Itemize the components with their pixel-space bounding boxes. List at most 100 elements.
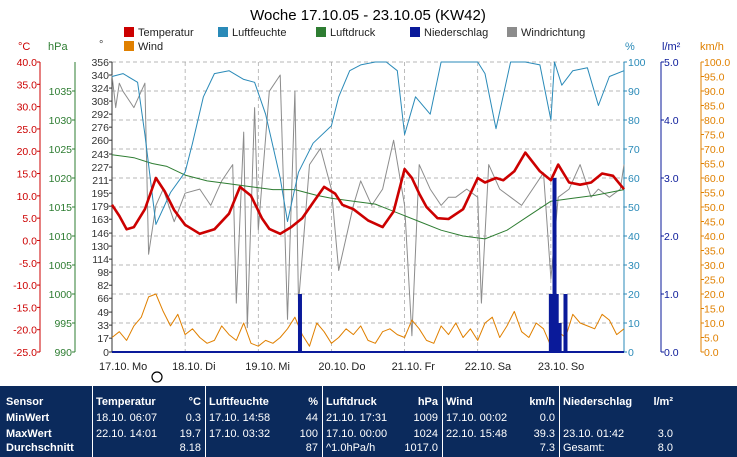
- rain-bar: [552, 178, 557, 352]
- x-tick-date: 20.10.: [318, 361, 349, 373]
- axis-tick-label-humidity: 30: [628, 260, 640, 272]
- axis-tick-label-pressure: 995: [54, 318, 72, 330]
- axis-tick-label-direction: 260: [91, 135, 109, 147]
- axis-tick-label-temp: 20.0: [17, 146, 38, 158]
- axis-tick-label-humidity: 40: [628, 231, 640, 243]
- axis-tick-label-wind: 10.0: [704, 318, 725, 330]
- stats-col-niederschlag: Niederschlag l/m² 23.10. 01:42 3.0 Gesamt:…: [559, 386, 677, 457]
- axis-tick-label-direction: 33: [97, 320, 109, 332]
- rain-bar: [563, 294, 568, 352]
- axis-tick-label-temp: 5.0: [22, 213, 37, 225]
- temperatur-unit: °C: [188, 396, 201, 408]
- axis-tick-label-direction: 17: [97, 333, 109, 345]
- luftdruck-min-date: 21.10. 17:31: [326, 412, 388, 424]
- unit-label-direction: °: [99, 39, 103, 51]
- axis-tick-label-direction: 179: [91, 201, 109, 213]
- axis-tick-label-humidity: 20: [628, 289, 640, 301]
- wind-unit: km/h: [529, 396, 555, 408]
- axis-tick-label-direction: 98: [97, 267, 109, 279]
- axis-tick-label-humidity: 50: [628, 202, 640, 214]
- x-tick-date: 21.10.: [392, 361, 423, 373]
- axis-tick-label-rain: 5.0: [664, 57, 679, 69]
- axis-tick-label-pressure: 1005: [49, 260, 73, 272]
- axis-tick-label-pressure: 1030: [49, 115, 73, 127]
- temperatur-min-date: 18.10. 06:07: [96, 412, 158, 424]
- rain-bar: [548, 294, 553, 352]
- weather-chart: Woche 17.10.05 - 23.10.05 (KW42) Tempera…: [13, 7, 730, 383]
- axis-tick-label-direction: 195: [91, 188, 109, 200]
- series-line-temperatur: [110, 151, 626, 236]
- chart-series: [110, 61, 626, 352]
- axis-tick-label-direction: 276: [91, 122, 109, 134]
- legend-swatch: [124, 41, 134, 51]
- axis-tick-label-temp: -5.0: [19, 258, 37, 270]
- luftfeuchte-max-date: 17.10. 03:32: [209, 428, 271, 440]
- axis-tick-label-direction: 356: [91, 57, 109, 69]
- axis-tick-label-wind: 55.0: [704, 188, 725, 200]
- x-tick-date: 22.10.: [465, 361, 496, 373]
- axis-tick-label-humidity: 80: [628, 115, 640, 127]
- axis-tick-label-direction: 227: [91, 162, 109, 174]
- axis-tick-label-direction: 130: [91, 241, 109, 253]
- axis-tick-label-humidity: 60: [628, 173, 640, 185]
- stats-col-wind: Wind km/h 17.10. 00:02 0.0 22.10. 15:48 39.…: [442, 386, 559, 457]
- axis-tick-label-pressure: 1010: [49, 231, 73, 243]
- axis-tick-label-direction: 66: [97, 293, 109, 305]
- axis-tick-label-wind: 100.0: [704, 57, 730, 69]
- niederschlag-unit: l/m²: [653, 396, 673, 408]
- axis-tick-label-wind: 65.0: [704, 159, 725, 171]
- axis-tick-label-humidity: 70: [628, 144, 640, 156]
- rain-bar: [297, 294, 302, 352]
- unit-label-wind: km/h: [700, 41, 724, 53]
- axis-tick-label-rain: 1.0: [664, 289, 679, 301]
- axis-tick-label-humidity: 90: [628, 86, 640, 98]
- axis-tick-label-temp: 0.0: [22, 235, 37, 247]
- legend-swatch: [316, 27, 326, 37]
- axis-tick-label-direction: 146: [91, 228, 109, 240]
- chart-legend: Temperatur Luftfeuchte Luftdruck Niederschl…: [124, 27, 585, 53]
- stats-sensor-header: Sensor: [6, 396, 44, 408]
- wind-min-date: 17.10. 00:02: [446, 412, 508, 424]
- unit-label-humidity: %: [625, 41, 635, 53]
- axis-tick-label-pressure: 1025: [49, 144, 73, 156]
- axis-tick-label-wind: 20.0: [704, 289, 725, 301]
- legend-swatch: [507, 27, 517, 37]
- luftfeuchte-min-val: 44: [305, 412, 318, 424]
- axis-tick-label-wind: 5.0: [704, 333, 719, 345]
- axis-tick-label-pressure: 1035: [49, 86, 73, 98]
- x-tick-date: 18.10.: [172, 361, 203, 373]
- luftdruck-max-val: 1024: [413, 428, 438, 440]
- axis-tick-label-direction: 243: [91, 149, 109, 161]
- axis-tick-label-direction: 292: [91, 109, 109, 121]
- luftdruck-max-date: 17.10. 00:00: [326, 428, 388, 440]
- axis-tick-label-temp: -10.0: [13, 280, 37, 292]
- wind-max-date: 22.10. 15:48: [446, 428, 508, 440]
- luftfeuchte-unit: %: [308, 396, 318, 408]
- temperatur-max-date: 22.10. 14:01: [96, 428, 158, 440]
- axis-tick-label-temp: 40.0: [17, 57, 38, 69]
- axis-tick-label-temp: 15.0: [17, 169, 38, 181]
- chart-axes: 40.0 35.0 30.0 25.0 20.0 15.0 10.0 5.0 0.0 -5.0 -1…: [13, 57, 730, 359]
- axis-tick-label-direction: 324: [91, 83, 109, 95]
- axis-tick-label-wind: 85.0: [704, 101, 725, 113]
- axis-tick-label-direction: 211: [92, 175, 109, 187]
- axis-tick-label-pressure: 1020: [49, 173, 73, 185]
- rain-bar: [554, 294, 559, 352]
- legend-label: Luftdruck: [330, 27, 376, 39]
- axis-tick-label-humidity: 0: [628, 347, 634, 359]
- axis-tick-label-wind: 15.0: [704, 304, 725, 316]
- series-line-luftdruck: [111, 154, 625, 240]
- luftdruck-avg-val: 1017.0: [404, 442, 438, 454]
- axis-tick-label-wind: 35.0: [704, 246, 725, 258]
- niederschlag-avg-val: 8.0: [657, 442, 673, 454]
- stats-col-luftdruck: Luftdruck hPa 21.10. 17:31 1009 17.10. 00:…: [322, 386, 442, 457]
- axis-tick-label-wind: 70.0: [704, 144, 725, 156]
- stats-col-temperatur: Temperatur °C 18.10. 06:07 0.3 22.10. 14:0…: [92, 386, 205, 457]
- chart-title: Woche 17.10.05 - 23.10.05 (KW42): [250, 7, 486, 24]
- axis-tick-label-wind: 90.0: [704, 86, 725, 98]
- x-tick-date: 23.10.: [538, 361, 569, 373]
- chart-grid: [111, 61, 625, 353]
- wind-header: Wind: [446, 396, 473, 408]
- axis-tick-label-temp: -20.0: [13, 325, 37, 337]
- axis-tick-label-wind: 50.0: [704, 202, 725, 214]
